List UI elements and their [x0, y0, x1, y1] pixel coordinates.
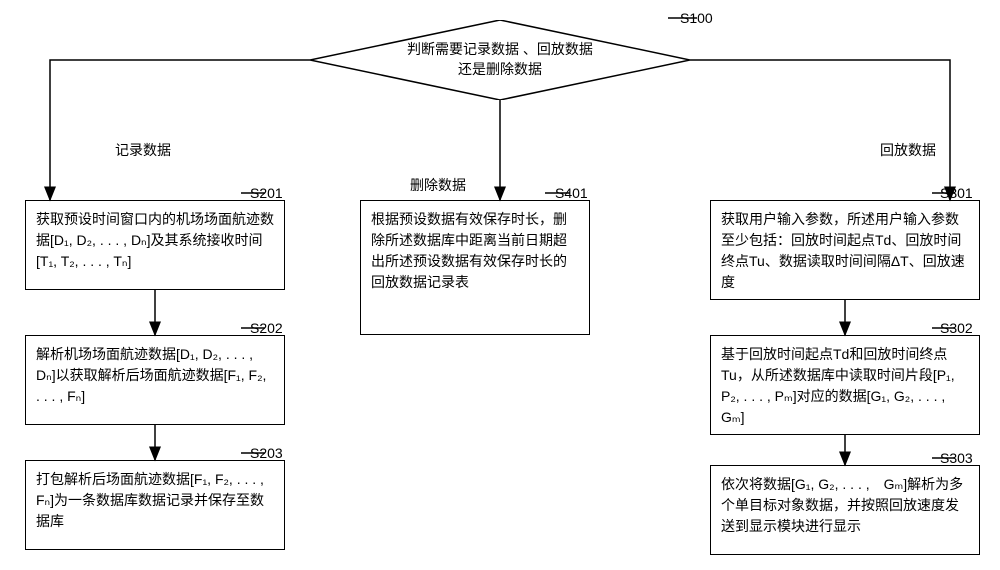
decision-text: 判断需要记录数据 、回放数据还是删除数据 — [310, 20, 690, 100]
step-label-s301: S301 — [940, 185, 973, 201]
step-s302: 基于回放时间起点Td和回放时间终点Tu，从所述数据库中读取时间片段[P₁, P₂… — [710, 335, 980, 435]
step-label-s202: S202 — [250, 320, 283, 336]
step-label-s302: S302 — [940, 320, 973, 336]
step-s301: 获取用户输入参数，所述用户输入参数至少包括：回放时间起点Td、回放时间终点Tu、… — [710, 200, 980, 300]
step-label-s100: S100 — [680, 10, 713, 26]
edge-label-record: 记录数据 — [115, 140, 171, 160]
step-label-s401: S401 — [555, 185, 588, 201]
decision-node: 判断需要记录数据 、回放数据还是删除数据 — [310, 20, 690, 100]
edge-label-playback: 回放数据 — [880, 140, 936, 160]
step-label-s201: S201 — [250, 185, 283, 201]
step-label-s303: S303 — [940, 450, 973, 466]
step-s303: 依次将数据[G₁, G₂, . . . , Gₘ]解析为多个单目标对象数据，并按… — [710, 465, 980, 555]
step-s401: 根据预设数据有效保存时长，删除所述数据库中距离当前日期超出所述预设数据有效保存时… — [360, 200, 590, 335]
edge-label-delete: 删除数据 — [410, 175, 466, 195]
step-s202: 解析机场场面航迹数据[D₁, D₂, . . . , Dₙ]以获取解析后场面航迹… — [25, 335, 285, 425]
step-s201: 获取预设时间窗口内的机场场面航迹数据[D₁, D₂, . . . , Dₙ]及其… — [25, 200, 285, 290]
step-s203: 打包解析后场面航迹数据[F₁, F₂, . . . , Fₙ]为一条数据库数据记… — [25, 460, 285, 550]
step-label-s203: S203 — [250, 445, 283, 461]
